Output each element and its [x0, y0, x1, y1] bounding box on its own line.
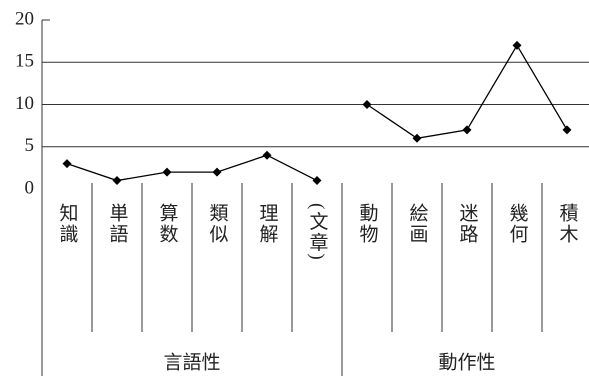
x-tick-label: 積木	[557, 203, 579, 245]
x-tick-label: 単語	[107, 203, 129, 245]
marker	[212, 167, 222, 177]
group-label: 動作性	[438, 351, 495, 373]
marker	[412, 133, 422, 143]
x-tick-label: 理解	[257, 203, 279, 245]
line	[66, 154, 318, 182]
marker	[362, 100, 372, 109]
y-tick-label: 20	[15, 8, 34, 29]
marker	[512, 40, 522, 50]
marker	[262, 150, 272, 160]
x-tick-label: 絵画	[407, 203, 429, 245]
y-tick-label: 5	[25, 135, 35, 156]
x-tick-label: 知識	[57, 203, 79, 245]
y-tick-label: 10	[15, 93, 34, 114]
y-tick-label: 15	[15, 51, 34, 72]
x-tick-label: 類似	[207, 203, 229, 245]
group-label: 言語性	[163, 351, 220, 373]
x-tick-label: 動物	[357, 203, 379, 245]
marker	[312, 176, 322, 186]
x-tick-label: (文章)	[307, 203, 329, 262]
x-tick-label: 迷路	[457, 203, 479, 245]
marker	[112, 176, 122, 186]
x-tick-label: 算数	[157, 203, 179, 245]
marker	[62, 159, 72, 169]
line	[366, 44, 568, 139]
y-tick-label: 0	[25, 177, 35, 198]
x-tick-label: 幾何	[507, 203, 529, 245]
marker	[162, 167, 172, 177]
marker	[562, 125, 572, 135]
marker	[462, 125, 472, 135]
